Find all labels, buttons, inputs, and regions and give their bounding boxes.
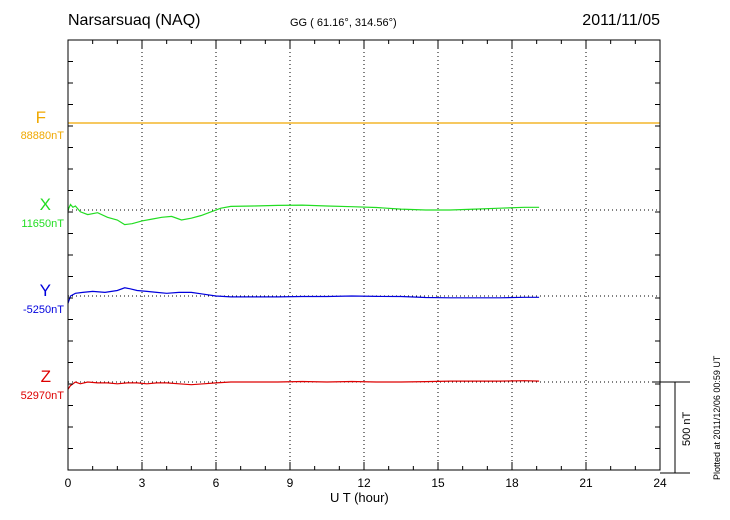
series-line-y	[67, 287, 540, 304]
baseline-label-z: 52970nT	[20, 390, 64, 402]
series-name-f: F	[35, 108, 46, 127]
baseline-label-f: 88880nT	[20, 130, 64, 142]
plotted-timestamp: Plotted at 2011/12/06 00:59 UT	[712, 355, 722, 480]
date-label: 2011/11/05	[582, 12, 660, 29]
x-tick-label: 6	[213, 476, 220, 490]
x-tick-labels: 0 3 6 9 12 15 18 21 24	[65, 476, 667, 490]
x-axis-label: U T (hour)	[330, 490, 389, 505]
x-tick-label: 21	[579, 476, 593, 490]
series-name-y: Y	[39, 281, 51, 300]
scale-bar	[652, 381, 690, 474]
data-series	[67, 122, 660, 390]
x-tick-label: 24	[653, 476, 667, 490]
axis-ticks	[67, 40, 661, 470]
series-name-x: X	[39, 195, 51, 214]
x-tick-label: 0	[65, 476, 72, 490]
x-tick-label: 9	[287, 476, 294, 490]
coordinates-label: GG ( 61.16°, 314.56°)	[290, 17, 397, 29]
series-name-z: Z	[40, 367, 51, 386]
x-tick-label: 12	[357, 476, 371, 490]
x-tick-label: 15	[431, 476, 445, 490]
station-title: Narsarsuaq (NAQ)	[68, 12, 201, 29]
x-tick-label: 18	[505, 476, 519, 490]
x-tick-label: 3	[139, 476, 146, 490]
grid-lines	[141, 40, 587, 470]
scale-bar-label: 500 nT	[681, 411, 693, 446]
series-line-z	[67, 380, 540, 390]
baseline-label-y: -5250nT	[23, 304, 64, 316]
series-line-x	[67, 203, 540, 226]
baseline-label-x: 11650nT	[21, 218, 64, 230]
